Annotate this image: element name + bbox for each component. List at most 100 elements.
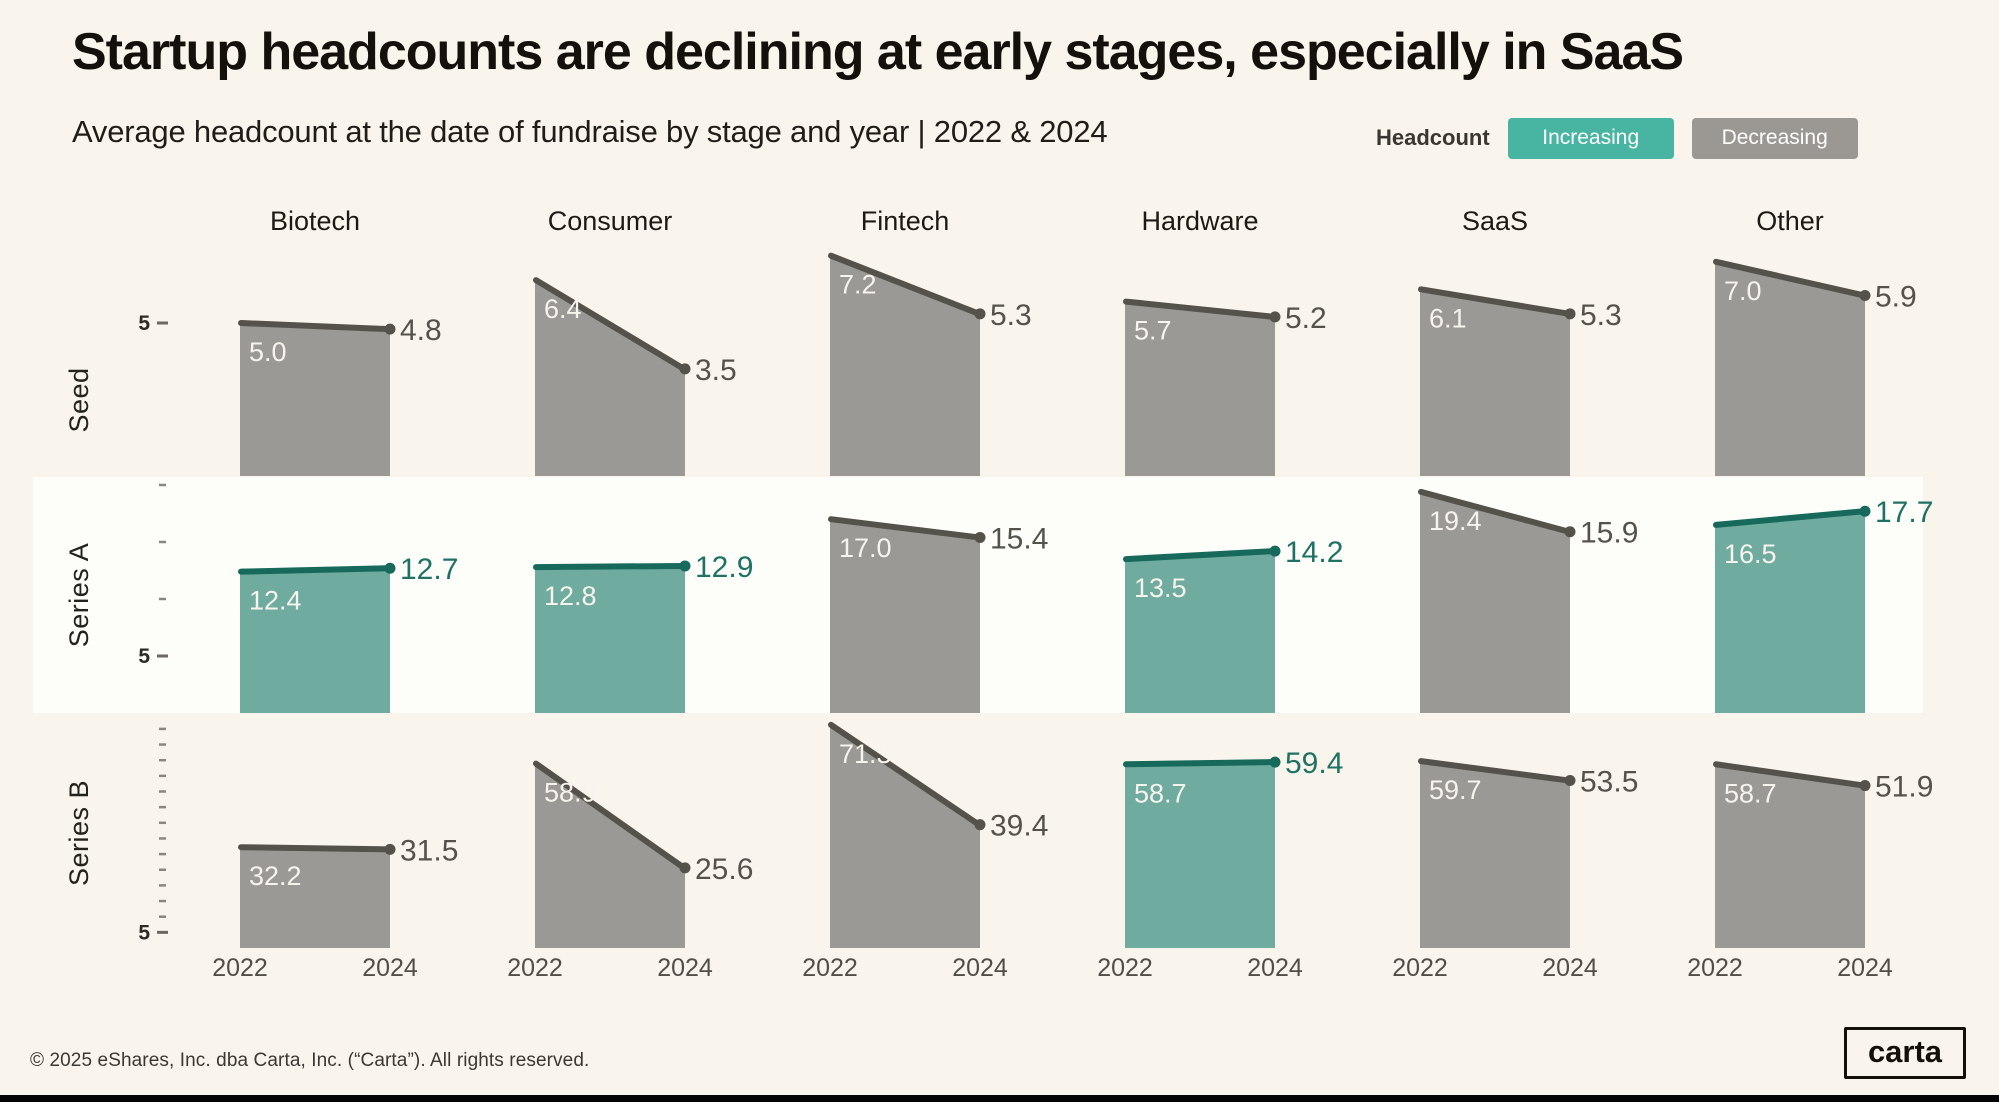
trend-endpoint-dot-other-seed xyxy=(1859,289,1871,301)
value-label-2024-hardware-series-b: 59.4 xyxy=(1285,747,1343,780)
x-axis-label-2024-fintech: 2024 xyxy=(952,954,1008,982)
x-axis-label-2022-saas: 2022 xyxy=(1392,954,1448,982)
value-label-2024-biotech-seed: 4.8 xyxy=(400,314,442,347)
legend-title: Headcount xyxy=(1376,125,1490,150)
y-tick-label-seed: 5 xyxy=(138,312,150,335)
area-biotech-series-a xyxy=(240,568,390,713)
trend-endpoint-dot-fintech-series-b xyxy=(974,819,986,831)
area-biotech-series-b xyxy=(240,847,390,948)
area-hardware-series-b xyxy=(1125,762,1275,948)
value-label-2022-fintech-seed: 7.2 xyxy=(839,270,877,300)
value-label-2022-consumer-series-a: 12.8 xyxy=(544,581,597,611)
value-label-2024-consumer-seed: 3.5 xyxy=(695,354,737,387)
x-axis-label-2022-consumer: 2022 xyxy=(507,954,563,982)
value-label-2022-other-seed: 7.0 xyxy=(1724,276,1762,306)
value-label-2024-other-series-b: 51.9 xyxy=(1875,771,1933,804)
trend-line-other-series-a xyxy=(1713,508,1867,528)
area-other-series-b xyxy=(1715,764,1865,948)
value-label-2024-consumer-series-b: 25.6 xyxy=(695,853,753,886)
value-label-2022-other-series-b: 58.7 xyxy=(1724,778,1777,808)
trend-line-biotech-seed xyxy=(238,320,392,333)
trend-endpoint-dot-other-series-a xyxy=(1859,505,1871,517)
area-fintech-seed xyxy=(830,255,980,476)
trend-endpoint-dot-consumer-series-b xyxy=(679,862,691,874)
trend-endpoint-dot-saas-seed xyxy=(1564,308,1576,320)
y-tick-dash xyxy=(159,597,166,601)
y-tick-dash xyxy=(159,727,166,731)
y-tick-dash xyxy=(159,852,166,856)
y-tick-dash xyxy=(157,654,168,658)
y-tick-dash xyxy=(159,868,166,871)
trend-line-fintech-series-b xyxy=(828,721,982,828)
column-header-biotech: Biotech xyxy=(270,206,360,236)
area-saas-series-b xyxy=(1420,761,1570,948)
value-label-2022-biotech-series-b: 32.2 xyxy=(249,861,302,891)
trend-endpoint-dot-biotech-series-a xyxy=(384,562,396,574)
y-tick-dash xyxy=(157,321,168,325)
trend-endpoint-dot-fintech-series-a xyxy=(974,531,986,543)
value-label-2022-consumer-series-b: 58.9 xyxy=(544,778,597,808)
row-label-series-b: Series B xyxy=(64,780,94,886)
legend: Headcount Increasing Decreasing xyxy=(1376,116,1858,160)
trend-line-saas-series-a xyxy=(1418,488,1572,535)
value-label-2022-hardware-seed: 5.7 xyxy=(1134,316,1172,346)
value-label-2024-biotech-series-a: 12.7 xyxy=(400,553,458,586)
copyright-footer: © 2025 eShares, Inc. dba Carta, Inc. (“C… xyxy=(30,1050,590,1071)
trend-line-fintech-seed xyxy=(828,252,982,317)
column-header-fintech: Fintech xyxy=(861,206,950,236)
y-tick-dash xyxy=(157,930,168,934)
trend-line-consumer-seed xyxy=(533,277,687,372)
trend-line-other-series-b xyxy=(1713,761,1867,789)
trend-line-saas-series-b xyxy=(1418,758,1572,784)
y-tick-dash xyxy=(159,837,166,840)
trend-endpoint-dot-biotech-series-b xyxy=(384,843,396,855)
area-consumer-series-a xyxy=(535,565,685,713)
trend-endpoint-dot-hardware-series-a xyxy=(1269,545,1281,557)
x-axis-label-2022-fintech: 2022 xyxy=(802,954,858,982)
value-label-2024-other-series-a: 17.7 xyxy=(1875,496,1933,529)
area-other-series-a xyxy=(1715,511,1865,713)
x-axis-label-2024-consumer: 2024 xyxy=(657,954,713,982)
trend-endpoint-dot-saas-series-a xyxy=(1564,526,1576,538)
value-label-2022-biotech-seed: 5.0 xyxy=(249,337,287,367)
trend-endpoint-dot-hardware-series-b xyxy=(1269,756,1281,768)
page-subtitle: Average headcount at the date of fundrai… xyxy=(72,114,1108,149)
x-axis-label-2022-biotech: 2022 xyxy=(212,954,268,982)
trend-line-biotech-series-b xyxy=(238,844,392,853)
value-label-2024-hardware-seed: 5.2 xyxy=(1285,302,1327,335)
value-label-2022-consumer-seed: 6.4 xyxy=(544,294,582,324)
y-tick-dash xyxy=(159,743,166,746)
value-label-2022-other-series-a: 16.5 xyxy=(1724,539,1777,569)
trend-line-other-seed xyxy=(1713,258,1867,299)
area-hardware-series-a xyxy=(1125,551,1275,713)
trend-endpoint-dot-consumer-seed xyxy=(679,363,691,375)
y-tick-label-series-b: 5 xyxy=(138,921,150,944)
row-label-seed: Seed xyxy=(64,367,94,432)
area-saas-seed xyxy=(1420,289,1570,476)
trend-endpoint-dot-fintech-seed xyxy=(974,308,986,320)
column-header-saas: SaaS xyxy=(1462,206,1528,236)
trend-line-consumer-series-b xyxy=(533,760,687,871)
x-axis-label-2022-hardware: 2022 xyxy=(1097,954,1153,982)
y-tick-dash xyxy=(159,483,166,487)
value-label-2024-fintech-series-a: 15.4 xyxy=(990,522,1048,555)
trend-endpoint-dot-hardware-seed xyxy=(1269,311,1281,323)
trend-line-fintech-series-a xyxy=(828,516,982,541)
value-label-2024-saas-series-b: 53.5 xyxy=(1580,766,1638,799)
area-hardware-seed xyxy=(1125,301,1275,476)
legend-badge-increasing: Increasing xyxy=(1507,117,1674,159)
carta-logo: carta xyxy=(1844,1027,1966,1079)
value-label-2024-fintech-series-b: 39.4 xyxy=(990,810,1048,843)
area-fintech-series-b xyxy=(830,724,980,948)
y-tick-dash xyxy=(159,805,166,809)
area-consumer-series-b xyxy=(535,763,685,948)
trend-line-hardware-seed xyxy=(1123,298,1277,320)
x-axis-label-2024-saas: 2024 xyxy=(1542,954,1598,982)
trend-endpoint-dot-biotech-seed xyxy=(384,323,396,335)
trend-line-hardware-series-a xyxy=(1123,548,1277,563)
value-label-2024-consumer-series-a: 12.9 xyxy=(695,551,753,584)
value-label-2024-hardware-series-a: 14.2 xyxy=(1285,536,1343,569)
value-label-2024-saas-series-a: 15.9 xyxy=(1580,517,1638,550)
